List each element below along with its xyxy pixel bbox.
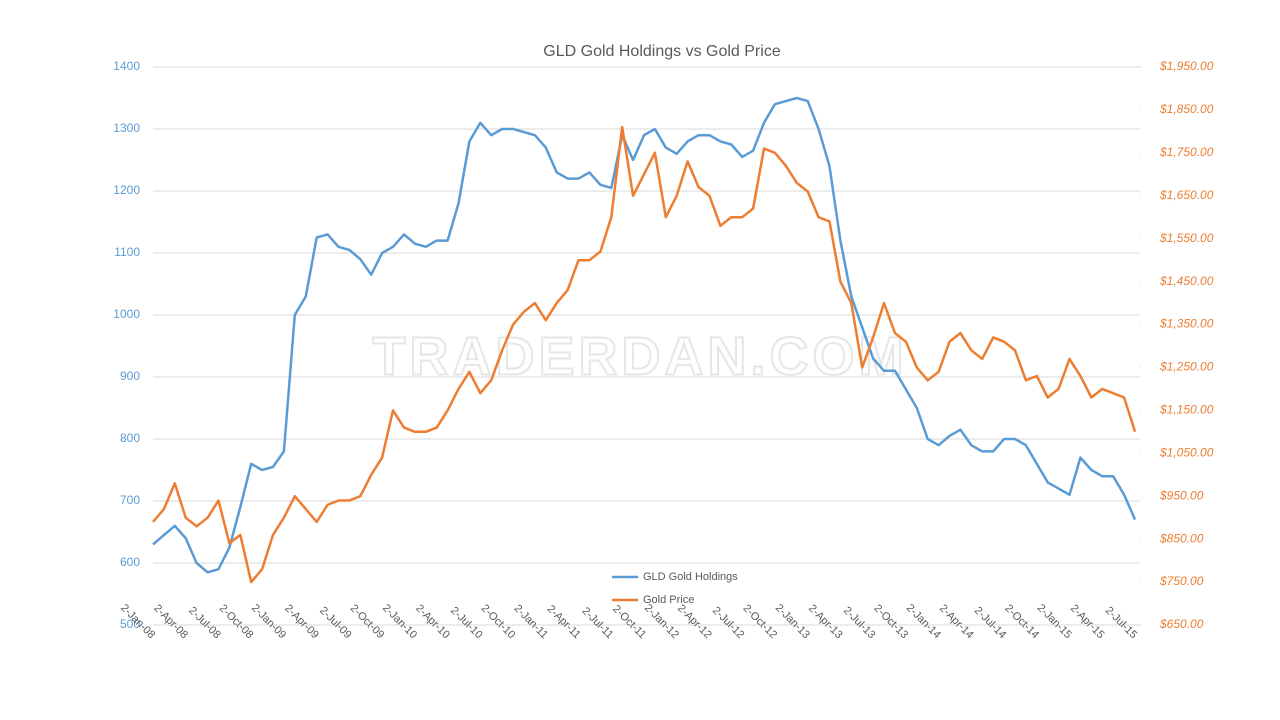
x-tick-label: 2-Jan-12 [642,602,681,641]
y2-tick-label: $1,250.00 [1159,360,1214,374]
x-tick-label: 2-Oct-10 [479,602,518,641]
y2-tick-label: $1,450.00 [1159,274,1214,288]
x-tick-label: 2-Apr-15 [1068,602,1107,641]
y-tick-label: 1100 [114,245,140,259]
y-tick-label: 800 [120,431,140,445]
x-tick-label: 2-Apr-12 [675,602,714,641]
y-tick-label: 900 [120,369,140,383]
y2-tick-label: $1,350.00 [1159,317,1214,331]
y-tick-label: 1400 [113,59,140,73]
x-tick-label: 2-Oct-08 [217,602,256,641]
y2-tick-label: $1,050.00 [1159,445,1214,459]
x-tick-label: 2-Apr-11 [545,603,583,641]
y2-tick-label: $1,650.00 [1159,188,1214,202]
y2-tick-label: $750.00 [1159,574,1204,588]
chart-title: GLD Gold Holdings vs Gold Price [543,43,781,60]
y-tick-label: 1000 [113,307,140,321]
x-tick-label: 2-Oct-13 [871,602,910,641]
y-tick-label: 1200 [113,183,140,197]
x-tick-label: 2-Apr-08 [151,602,190,641]
y2-tick-label: $950.00 [1159,488,1204,502]
legend-label: GLD Gold Holdings [643,571,738,583]
x-tick-label: 2-Jan-15 [1035,602,1074,641]
y-tick-label: 1300 [113,121,140,135]
x-tick-label: 2-Jan-14 [904,602,943,641]
y2-tick-label: $850.00 [1159,531,1204,545]
series-line [152,96,1137,574]
y2-tick-label: $650.00 [1159,617,1204,631]
x-tick-label: 2-Jan-11 [511,603,550,642]
x-tick-label: 2-Jan-09 [249,602,288,641]
y-tick-label: 500 [120,617,140,631]
y-tick-label: 700 [120,493,140,507]
y2-tick-label: $1,550.00 [1159,231,1214,245]
x-tick-label: 2-Jul-15 [1103,605,1140,642]
x-tick-label: 2-Jan-10 [380,602,419,641]
x-tick-label: 2-Apr-10 [413,602,452,641]
x-tick-label: 2-Apr-09 [282,602,321,641]
legend-label: Gold Price [643,594,694,606]
y2-tick-label: $1,850.00 [1159,102,1214,116]
x-tick-label: 2-Oct-14 [1002,602,1041,641]
x-tick-label: 2-Apr-13 [806,602,845,641]
y2-tick-label: $1,950.00 [1159,59,1214,73]
x-tick-label: 2-Jan-13 [773,602,812,641]
y2-tick-label: $1,750.00 [1159,145,1214,159]
y2-tick-label: $1,150.00 [1159,403,1214,417]
x-tick-label: 2-Oct-12 [740,602,779,641]
x-tick-label: 2-Apr-14 [937,602,976,641]
series-line [152,125,1137,584]
x-tick-label: 2-Oct-09 [348,602,387,641]
y-tick-label: 600 [120,555,140,569]
